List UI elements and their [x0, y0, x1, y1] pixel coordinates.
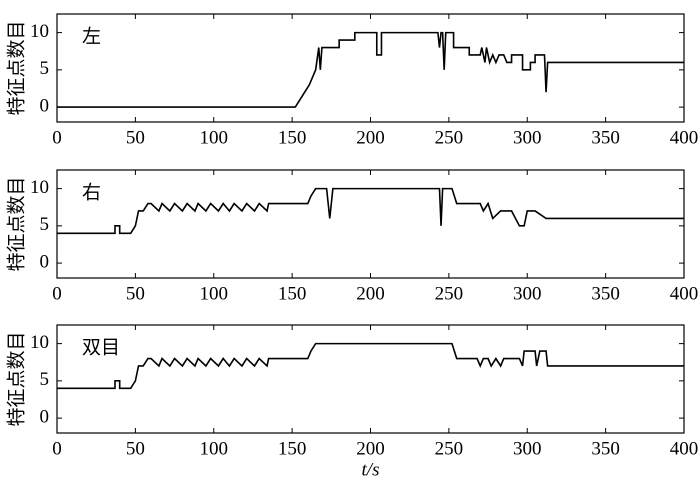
x-tick-label: 200 — [356, 127, 385, 148]
x-tick-label: 100 — [200, 127, 229, 148]
x-tick-label: 50 — [126, 283, 145, 304]
x-tick-label: 300 — [513, 283, 542, 304]
x-tick-label: 200 — [356, 438, 385, 459]
panel-label: 双目 — [82, 337, 120, 358]
y-tick-label: 5 — [40, 369, 50, 390]
data-line — [57, 342, 684, 390]
plot-frame — [56, 169, 685, 279]
y-tick-label: 0 — [40, 251, 50, 272]
y-axis-label: 特征点数目 — [5, 176, 27, 271]
plot-frame — [56, 13, 685, 123]
x-tick-label: 350 — [591, 283, 620, 304]
y-tick-label: 10 — [30, 332, 49, 353]
y-tick-label: 10 — [30, 21, 49, 42]
x-tick-label: 0 — [52, 127, 62, 148]
x-tick-label: 300 — [513, 127, 542, 148]
data-line — [57, 187, 684, 235]
plot-frame — [56, 324, 685, 434]
x-tick-label: 0 — [52, 438, 62, 459]
x-tick-label: 150 — [278, 283, 307, 304]
y-tick-label: 5 — [40, 214, 50, 235]
x-tick-label: 100 — [200, 438, 229, 459]
y-tick-label: 0 — [40, 95, 50, 116]
x-tick-label: 400 — [670, 283, 699, 304]
data-line — [57, 31, 684, 108]
y-axis-label: 特征点数目 — [5, 331, 27, 426]
x-tick-label: 350 — [591, 438, 620, 459]
y-axis-label: 特征点数目 — [5, 20, 27, 115]
panel-label: 左 — [82, 25, 101, 47]
x-tick-label: 50 — [126, 438, 145, 459]
x-tick-label: 400 — [670, 438, 699, 459]
x-tick-label: 100 — [200, 283, 229, 304]
y-tick-label: 5 — [40, 58, 50, 79]
x-axis-label: t/s — [362, 459, 380, 480]
y-tick-label: 10 — [30, 177, 49, 198]
x-tick-label: 300 — [513, 438, 542, 459]
y-tick-label: 0 — [40, 406, 50, 427]
x-tick-label: 50 — [126, 127, 145, 148]
x-tick-label: 250 — [435, 438, 464, 459]
x-tick-label: 400 — [670, 127, 699, 148]
x-tick-label: 150 — [278, 127, 307, 148]
x-tick-label: 200 — [356, 283, 385, 304]
x-tick-label: 250 — [435, 127, 464, 148]
panel-label: 右 — [82, 181, 101, 203]
x-tick-label: 150 — [278, 438, 307, 459]
x-tick-label: 250 — [435, 283, 464, 304]
x-tick-label: 0 — [52, 283, 62, 304]
x-tick-label: 350 — [591, 127, 620, 148]
